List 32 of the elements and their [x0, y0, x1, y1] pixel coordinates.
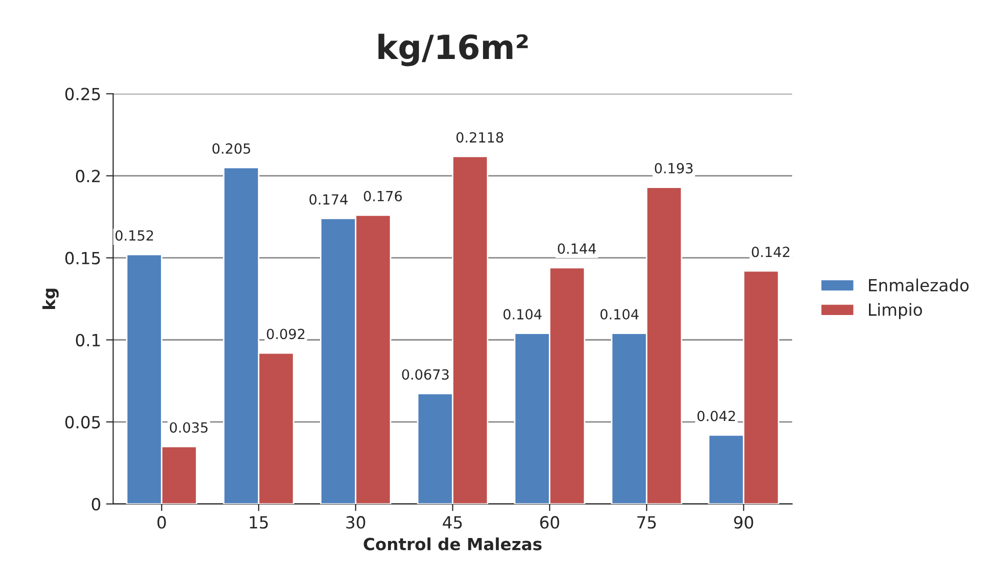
- x-tick-label: 0: [157, 516, 166, 529]
- y-tick-label: 0.15: [65, 252, 100, 264]
- y-tick-label: 0.2: [76, 170, 100, 182]
- data-label: 0.152: [116, 230, 153, 241]
- data-label: 0.104: [503, 309, 542, 320]
- x-tick-label: 15: [250, 516, 268, 529]
- legend-label: Limpio: [869, 303, 922, 320]
- data-label: 0.144: [558, 243, 596, 254]
- x-tick-label: 75: [637, 516, 656, 529]
- y-axis-title: kg: [42, 288, 59, 309]
- data-label: 0.092: [266, 328, 304, 340]
- y-tick-label: 0.05: [65, 416, 100, 428]
- x-tick-label: 90: [734, 516, 754, 529]
- data-label: 0.035: [170, 422, 208, 433]
- data-label: 0.174: [310, 194, 348, 205]
- data-label: 0.042: [697, 410, 735, 422]
- data-label: 0.142: [752, 246, 790, 258]
- data-label: 0.205: [212, 143, 250, 154]
- data-label: 0.104: [600, 309, 639, 320]
- x-tick-label: 30: [346, 516, 366, 529]
- y-tick-label: 0: [92, 498, 100, 511]
- data-label: 0.0673: [402, 369, 449, 380]
- x-axis-title: Control de Malezas: [364, 537, 542, 550]
- chart-title: kg/16m²: [378, 34, 528, 66]
- y-tick-label: 0.1: [76, 334, 100, 346]
- data-label: 0.193: [654, 162, 693, 174]
- y-tick-label: 0.25: [65, 88, 100, 100]
- x-tick-label: 45: [442, 516, 462, 529]
- legend-label: Enmalezado: [869, 278, 969, 292]
- data-label: 0.176: [364, 190, 402, 202]
- data-label: 0.2118: [456, 132, 504, 143]
- x-tick-label: 60: [540, 516, 560, 529]
